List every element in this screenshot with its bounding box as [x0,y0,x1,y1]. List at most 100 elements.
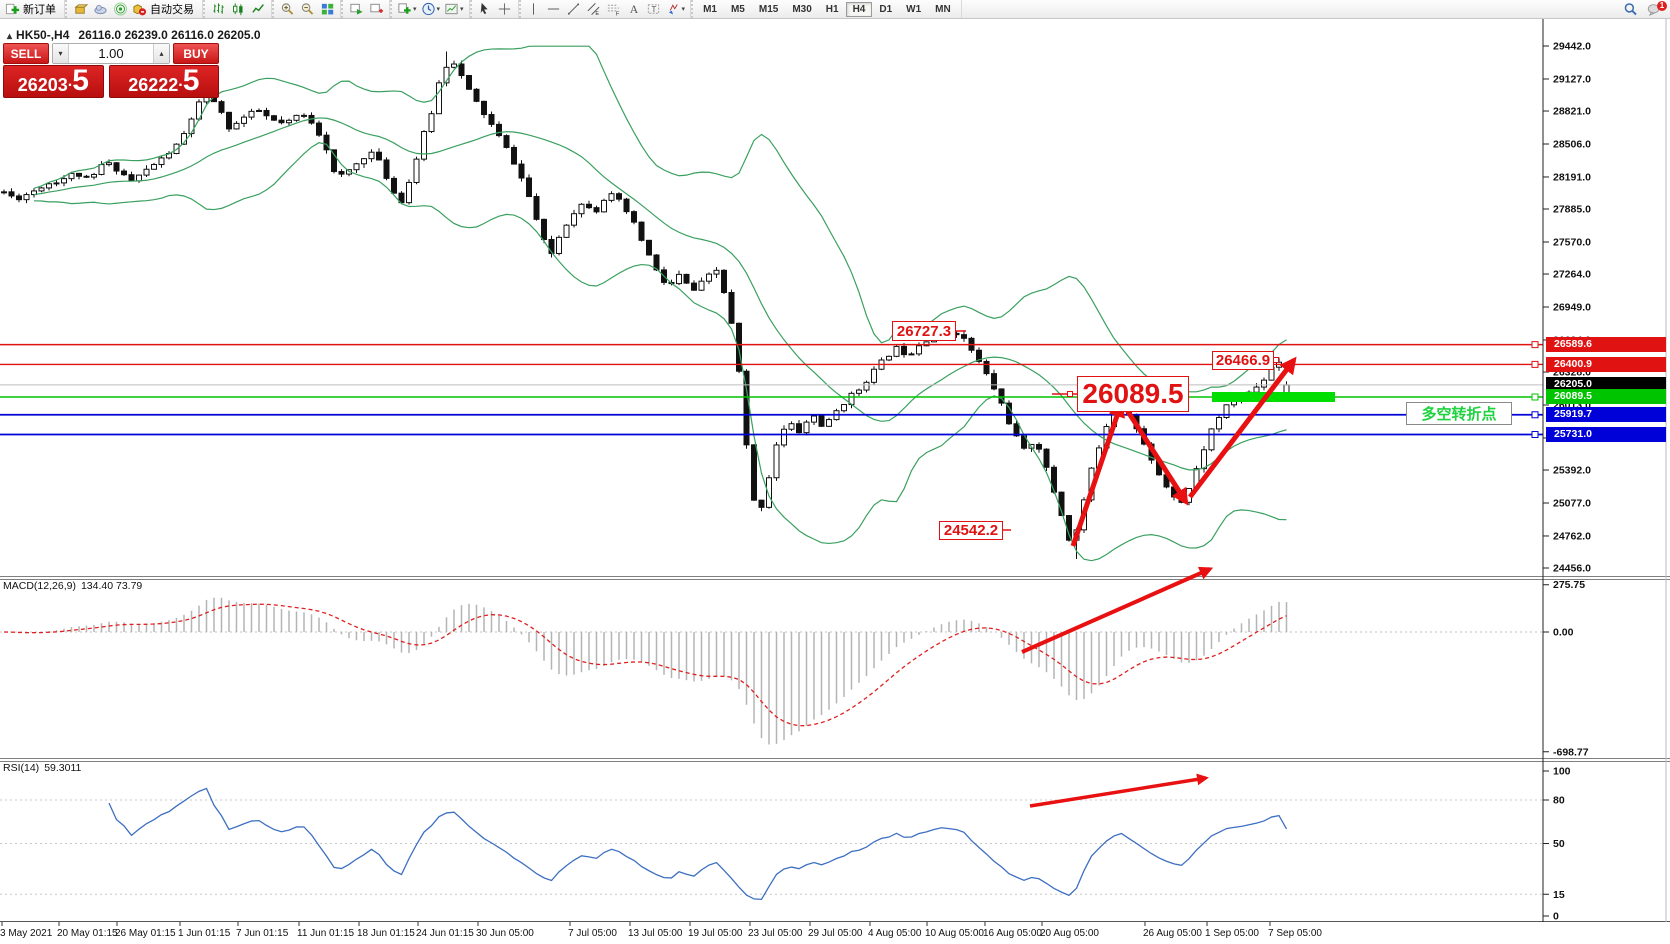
bar-chart-button[interactable] [208,1,228,17]
line-chart-button[interactable] [248,1,268,17]
text-button[interactable]: A [624,1,644,17]
templates-glyph [445,3,458,15]
caret-down-icon [58,49,62,58]
search-button[interactable] [1620,1,1640,17]
time-axis-label: 3 May 2021 [0,928,53,939]
turning-point-note[interactable]: 多空转折点 [1406,402,1512,425]
support-highlight-band[interactable] [1212,391,1335,402]
pane-separator[interactable] [0,576,1670,577]
toolbar-group: E F A T ▾ [518,0,692,18]
tab-timeframe-m15[interactable]: M15 [752,2,785,17]
svg-text:A: A [630,3,639,16]
new-order-button[interactable]: 新订单 [3,1,61,17]
bollinger-band-line [33,45,1287,393]
one-click-toggle-icon[interactable] [7,28,16,42]
trendline-button[interactable] [564,1,584,17]
price-annotation-24542[interactable]: 24542.2 [939,521,1003,540]
templates-button[interactable]: ▾ [442,1,466,17]
new-chart-button[interactable] [366,1,386,17]
buy-button[interactable]: BUY [173,43,219,64]
auto-arrange-button[interactable] [346,1,366,17]
cursor-button[interactable] [475,1,495,17]
time-axis-label: 11 Jun 01:15 [297,928,355,939]
candlestick-chart-button[interactable] [228,1,248,17]
tile-glyph [321,3,333,15]
time-axis-label: 20 May 01:15 [57,928,118,939]
text-label-button[interactable]: T [644,1,664,17]
hline-glyph [547,8,560,10]
tile-windows-button[interactable] [317,1,337,17]
buy-price[interactable]: 262225 [108,65,219,98]
level-price-axis-label: 25919.7 [1546,407,1666,423]
tab-timeframe-w1[interactable]: W1 [899,2,928,17]
volume-increase-button[interactable] [153,44,169,63]
pane-separator[interactable] [0,758,1670,759]
tab-timeframe-h4[interactable]: H4 [845,1,873,17]
sell-button[interactable]: SELL [3,43,49,64]
trend-arrow[interactable] [1124,408,1189,506]
indicators-button[interactable]: ▾ [395,1,419,17]
tab-timeframe-m1[interactable]: M1 [696,2,724,17]
rsi-value: 59.3011 [44,762,82,774]
text-glyph: A [630,3,639,16]
sell-price[interactable]: 262035 [3,65,104,98]
periods-button[interactable]: ▾ [419,1,443,17]
search-glyph [1624,3,1637,16]
line-anchor-marker[interactable] [1531,360,1539,368]
tab-timeframe-mn[interactable]: MN [928,2,958,17]
level-price-axis-label: 26089.5 [1546,389,1666,405]
pane-separator[interactable] [0,579,1670,580]
line-anchor-marker[interactable] [1531,341,1539,349]
line-anchor-marker[interactable] [1531,431,1539,439]
time-axis-label: 20 Aug 05:00 [1040,928,1099,939]
price-annotation-26466[interactable]: 26466.9 [1212,351,1274,370]
horizontal-line-button[interactable] [544,1,564,17]
tab-timeframe-m5[interactable]: M5 [724,2,752,17]
charts-window-icon[interactable] [70,1,90,17]
trend-arrow[interactable] [1188,356,1297,499]
time-axis-label: 10 Aug 05:00 [925,928,984,939]
volume-decrease-button[interactable] [53,44,69,63]
bollinger-band-line [33,142,1287,562]
arrows-button[interactable]: ▾ [664,1,688,17]
tab-timeframe-d1[interactable]: D1 [872,2,899,17]
vline-glyph [533,3,535,15]
pane-separator[interactable] [0,761,1670,762]
toolbar-group: 自动交易 [65,0,203,18]
symbol-label: HK50-,H4 [16,28,70,42]
macd-trend-arrow[interactable] [1021,566,1214,654]
svg-text:E: E [595,11,599,17]
price-annotation-26089[interactable]: 26089.5 [1077,376,1189,412]
equidistant-channel-button[interactable]: E [584,1,604,17]
notification-badge: 1 [1657,1,1667,11]
notifications-button[interactable]: 1 [1644,1,1667,17]
crosshair-button[interactable] [495,1,515,17]
sell-price-dec: 5 [68,66,89,96]
line-anchor-marker[interactable] [1531,411,1539,419]
terminal-window-button[interactable] [90,1,110,17]
rsi-axis-tick: 15 [1553,889,1565,901]
annotation-anchor [1273,357,1279,363]
zoom-in-button[interactable] [277,1,297,17]
macd-indicator-label: MACD(12,26,9) 134.40 73.79 [3,580,142,592]
zoom-out-button[interactable] [297,1,317,17]
fibonacci-button[interactable]: F [604,1,624,17]
line-anchor-marker[interactable] [1531,393,1539,401]
rsi-trend-arrow[interactable] [1029,773,1209,808]
volume-value[interactable]: 1.00 [98,46,124,61]
tab-timeframe-m30[interactable]: M30 [785,2,818,17]
fibonacci-glyph: F [607,4,620,17]
autotrading-button[interactable]: 自动交易 [130,1,199,17]
time-axis-label: 1 Sep 05:00 [1205,928,1259,939]
rsi-axis-tick: 0 [1553,911,1559,923]
vertical-line-button[interactable] [524,1,544,17]
price-annotation-26727[interactable]: 26727.3 [892,321,956,341]
ohlc-values: 26116.0 26239.0 26116.0 26205.0 [78,28,261,42]
tab-timeframe-h1[interactable]: H1 [819,2,846,17]
line-chart-glyph [251,4,264,13]
trend-arrow[interactable] [1070,399,1125,547]
label-glyph: T [647,4,660,14]
signals-button[interactable] [110,1,130,17]
